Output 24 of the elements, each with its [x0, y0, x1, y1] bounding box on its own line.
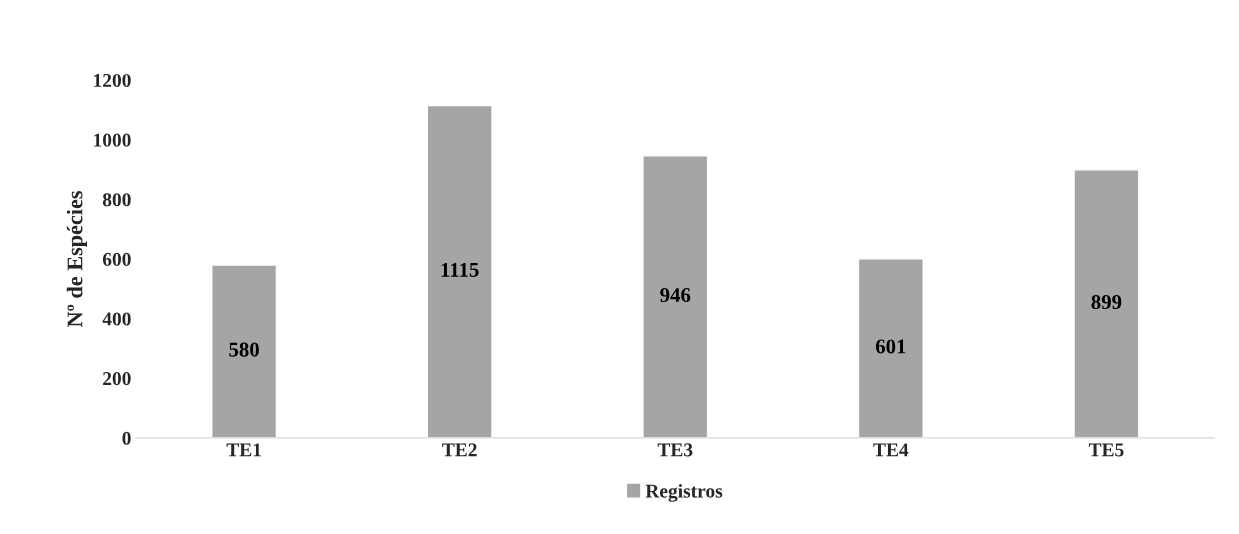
x-tick-label: TE4 — [873, 443, 909, 457]
bar — [426, 104, 493, 438]
y-tick-label: 400 — [102, 312, 131, 326]
y-tick-label: 800 — [102, 193, 131, 207]
data-label: 899 — [1091, 295, 1122, 310]
data-label: 580 — [229, 342, 259, 357]
bar — [211, 264, 278, 438]
data-label: 946 — [660, 288, 691, 303]
y-axis-title: Nº de Espécies — [66, 191, 87, 328]
x-tick-label: TE1 — [226, 443, 261, 457]
y-tick-label: 200 — [103, 372, 131, 386]
y-tick-label: 1200 — [94, 73, 131, 88]
x-tick-label: TE5 — [1088, 443, 1124, 457]
bar — [642, 155, 709, 438]
x-tick-label: TE3 — [657, 443, 693, 457]
bar — [1073, 169, 1140, 438]
data-label: 601 — [875, 339, 906, 354]
y-tick-label: 600 — [102, 252, 131, 266]
y-tick-label: 0 — [122, 431, 131, 445]
y-tick-label: 1000 — [94, 133, 131, 147]
data-label: 1115 — [441, 262, 479, 277]
bar — [857, 257, 924, 438]
x-tick-label: TE2 — [442, 443, 477, 457]
legend-label: Registros — [645, 484, 723, 502]
